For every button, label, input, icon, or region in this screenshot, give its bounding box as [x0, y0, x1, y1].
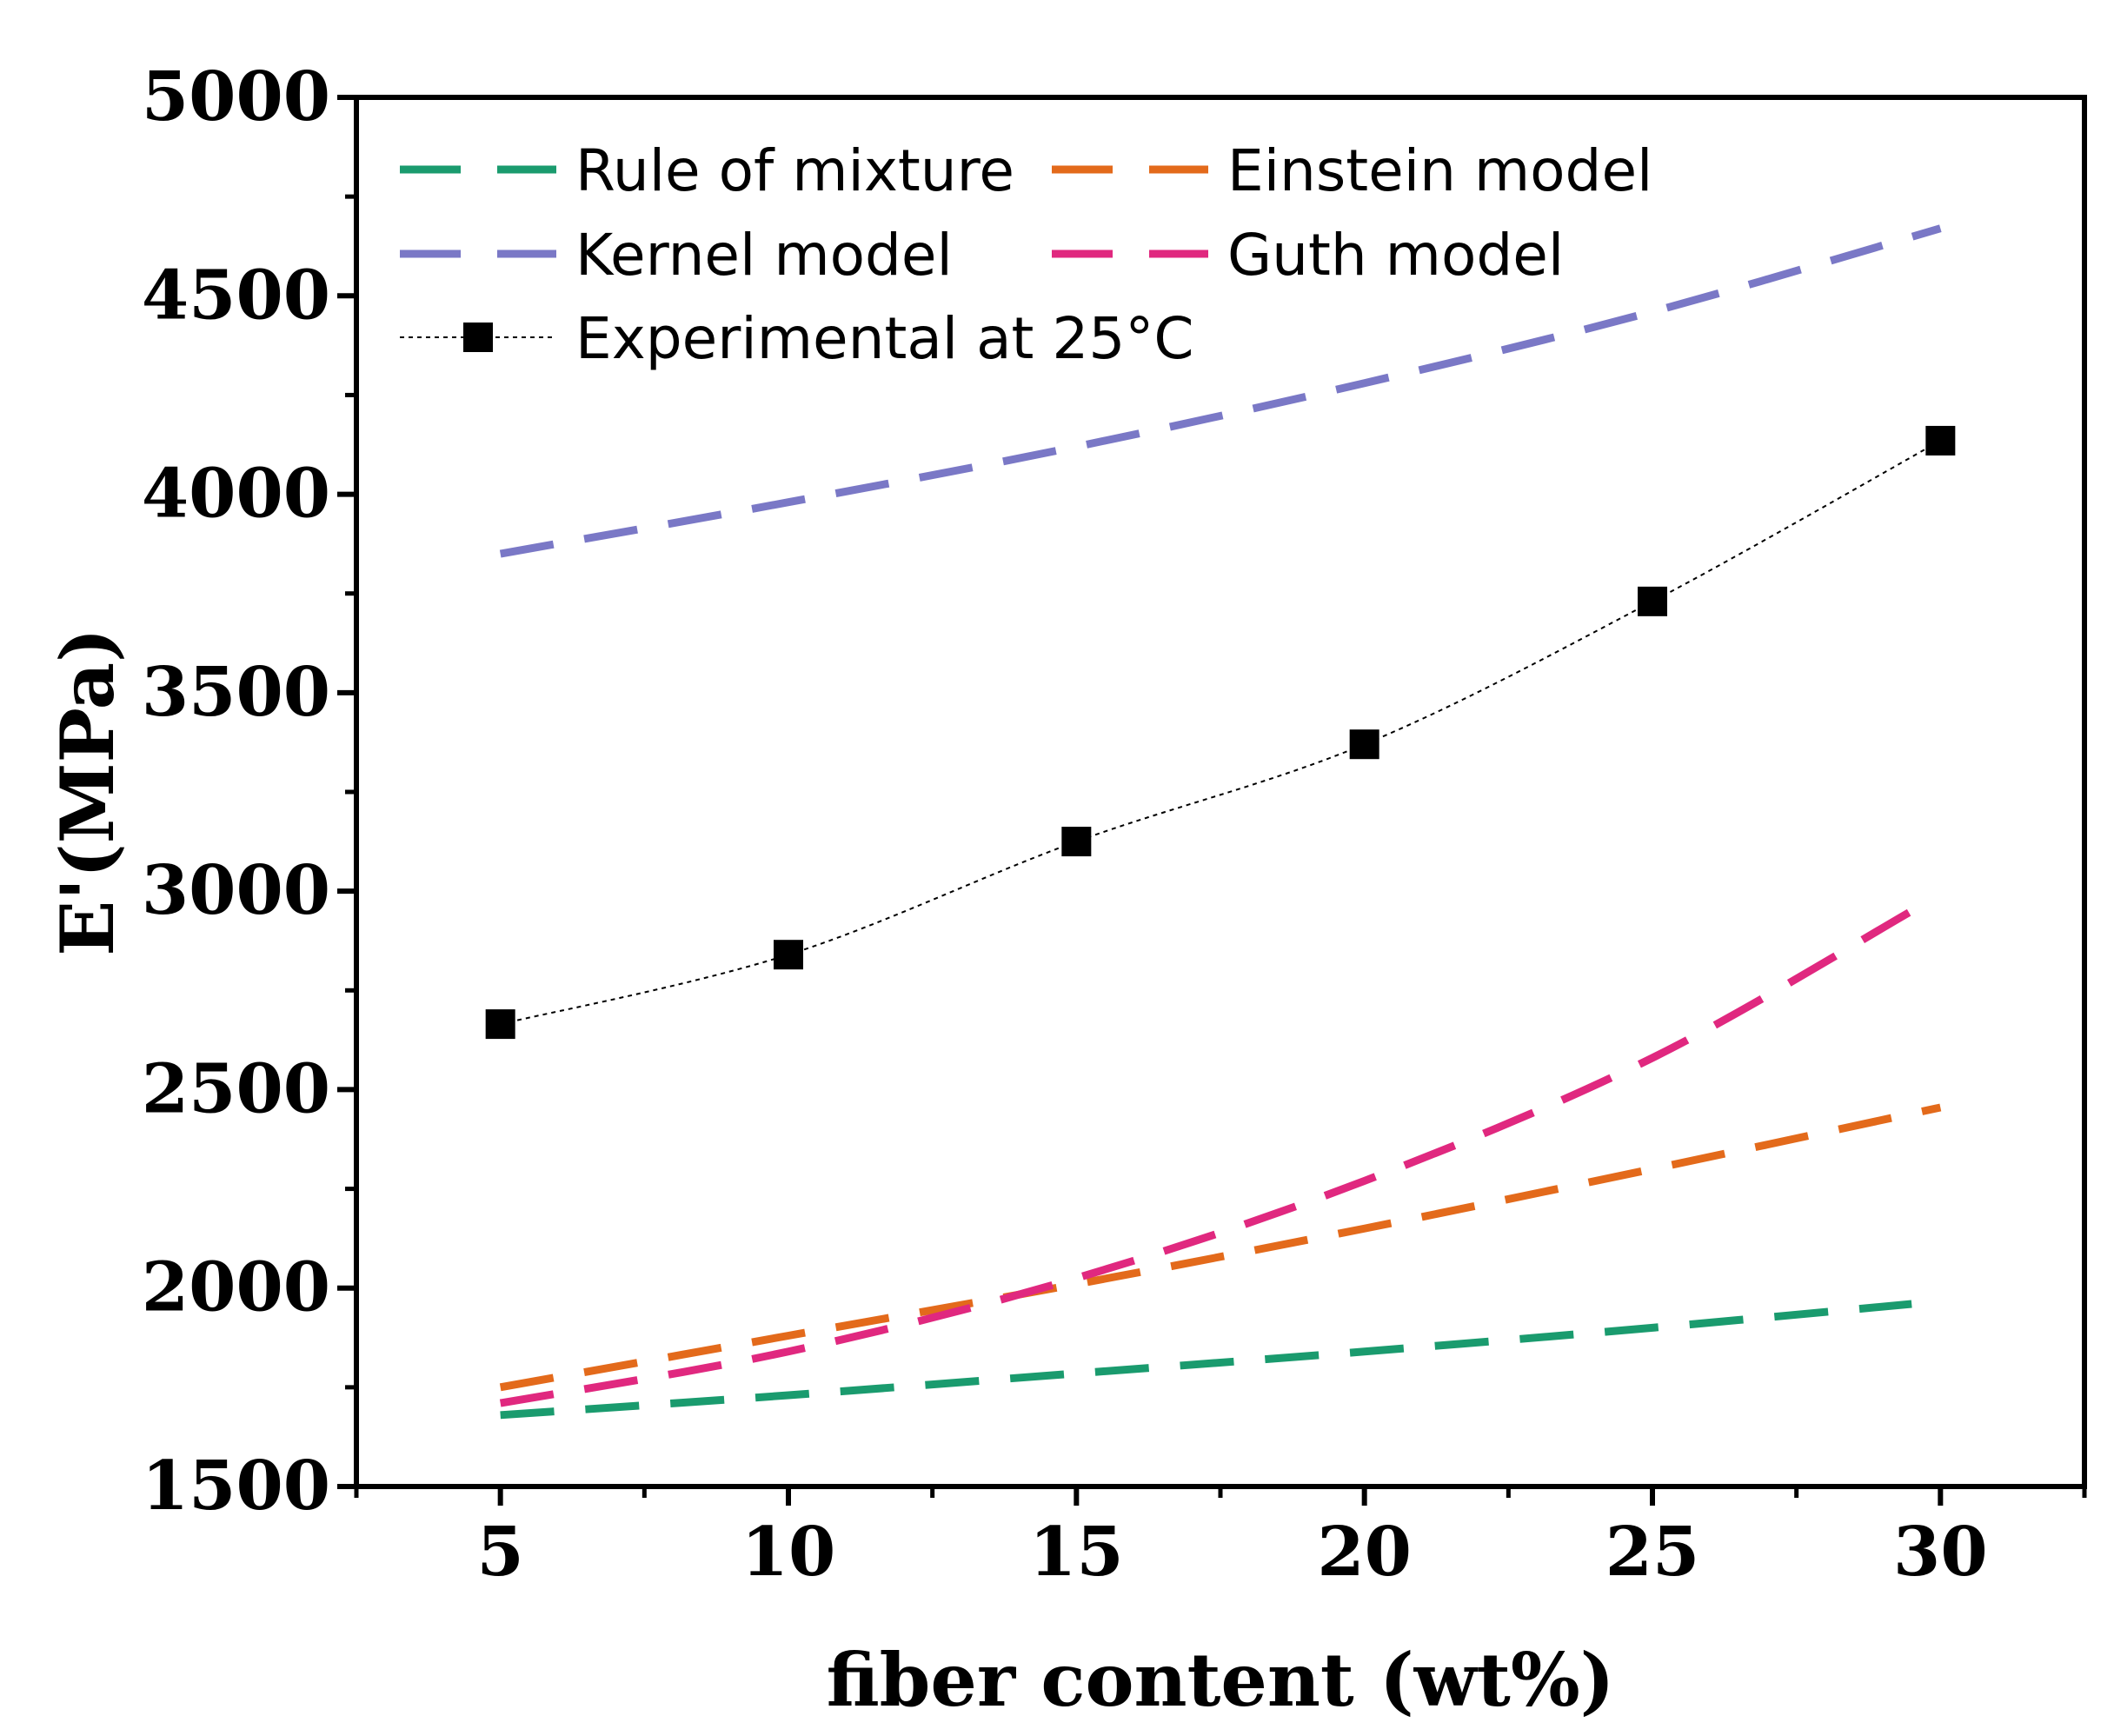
y-tick-label: 4500	[142, 256, 330, 335]
legend-label-rule-of-mixture: Rule of mixture	[575, 137, 1014, 204]
y-tick-label: 3500	[142, 653, 330, 732]
y-tick-label: 5000	[142, 57, 330, 136]
y-tick-label: 4000	[142, 455, 330, 534]
series-line-einstein-model	[499, 1103, 1942, 1392]
legend-label-guth-model: Guth model	[1227, 222, 1564, 289]
y-tick-label: 1500	[142, 1447, 330, 1526]
y-tick-label: 2000	[142, 1248, 330, 1327]
legend-label-einstein-model: Einstein model	[1227, 137, 1652, 204]
experimental-point	[1061, 827, 1092, 857]
series-line-experimental-at-25-c	[500, 440, 1941, 1026]
experimental-point	[774, 940, 803, 970]
experimental-point	[1349, 729, 1379, 760]
x-tick-label: 10	[741, 1513, 836, 1592]
x-tick-label: 5	[477, 1513, 524, 1592]
x-tick-label: 25	[1605, 1513, 1700, 1592]
series-line-rule-of-mixture	[500, 1300, 1912, 1420]
experimental-point	[485, 1009, 515, 1040]
y-axis-title: E'(MPa)	[44, 628, 130, 956]
y-tick-label: 3000	[142, 851, 330, 930]
legend-marker-experimental-at-25-c	[463, 323, 493, 352]
axis-ticks: 1500 2000 2500 3000 3500 4000 4500 5000 5 10 15 20 2…	[142, 57, 2087, 1592]
x-tick-label: 30	[1893, 1513, 1988, 1592]
x-tick-label: 20	[1317, 1513, 1412, 1592]
legend-label-experimental-at-25-c: Experimental at 25°C	[575, 305, 1193, 372]
legend-label-kernel-model: Kernel model	[575, 222, 953, 289]
series-line-kernel-model	[499, 224, 1942, 558]
series-layer	[485, 224, 1956, 1420]
y-tick-label: 2500	[142, 1049, 330, 1128]
legend: Rule of mixture Einstein model Kernel mode…	[400, 137, 1652, 372]
x-tick-label: 15	[1029, 1513, 1124, 1592]
experimental-point	[1638, 586, 1667, 616]
experimental-point	[1925, 425, 1956, 456]
x-axis-title: fiber content (wt%)	[827, 1637, 1615, 1723]
